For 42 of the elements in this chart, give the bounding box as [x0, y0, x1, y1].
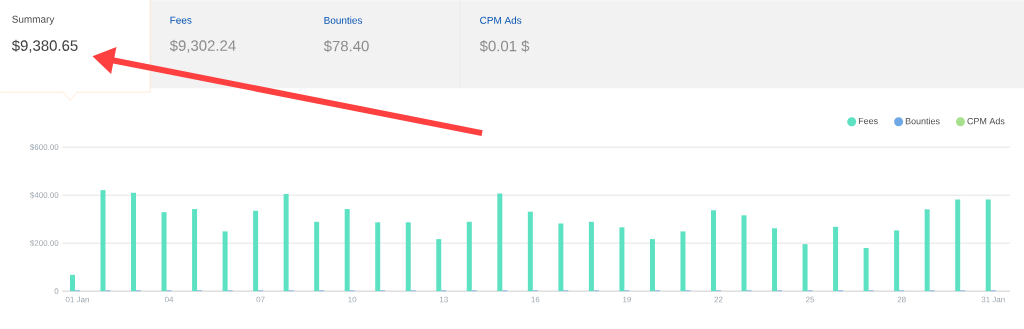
text: $78.40 [323, 40, 369, 53]
bar [894, 230, 900, 292]
bar [100, 190, 106, 292]
bar [405, 222, 411, 292]
legend-label: Fees [858, 117, 878, 125]
legend-label: CPM Ads [967, 117, 1005, 125]
bar [69, 274, 75, 292]
bar [833, 226, 839, 292]
bar [619, 227, 625, 292]
bar [161, 212, 167, 292]
bar [802, 244, 808, 292]
bar [253, 210, 259, 292]
text: $0.01 $ [479, 40, 530, 53]
bar [924, 209, 930, 292]
bar [497, 193, 503, 292]
bar [192, 209, 198, 292]
text: Bounties [324, 16, 363, 24]
bar [772, 228, 778, 292]
bar [863, 247, 869, 292]
bar [558, 223, 564, 292]
bar [955, 199, 961, 292]
bar [680, 231, 686, 292]
bar [588, 221, 594, 292]
bar [527, 211, 533, 292]
bar [466, 221, 472, 292]
bar [741, 215, 747, 292]
text: CPM Ads [480, 16, 522, 24]
bar [985, 199, 991, 292]
bar [436, 239, 442, 292]
bar [649, 239, 655, 292]
legend-label: Bounties [905, 117, 940, 125]
bar [710, 210, 716, 292]
bar [344, 209, 350, 292]
bar [314, 221, 320, 292]
bar [283, 193, 289, 292]
text: Fees [170, 16, 192, 24]
bar [222, 231, 228, 292]
text: $9,380.65 [11, 39, 78, 53]
text: $9,302.24 [169, 39, 236, 53]
bar [375, 222, 381, 292]
text: Summary [12, 15, 55, 25]
bar [131, 192, 137, 292]
